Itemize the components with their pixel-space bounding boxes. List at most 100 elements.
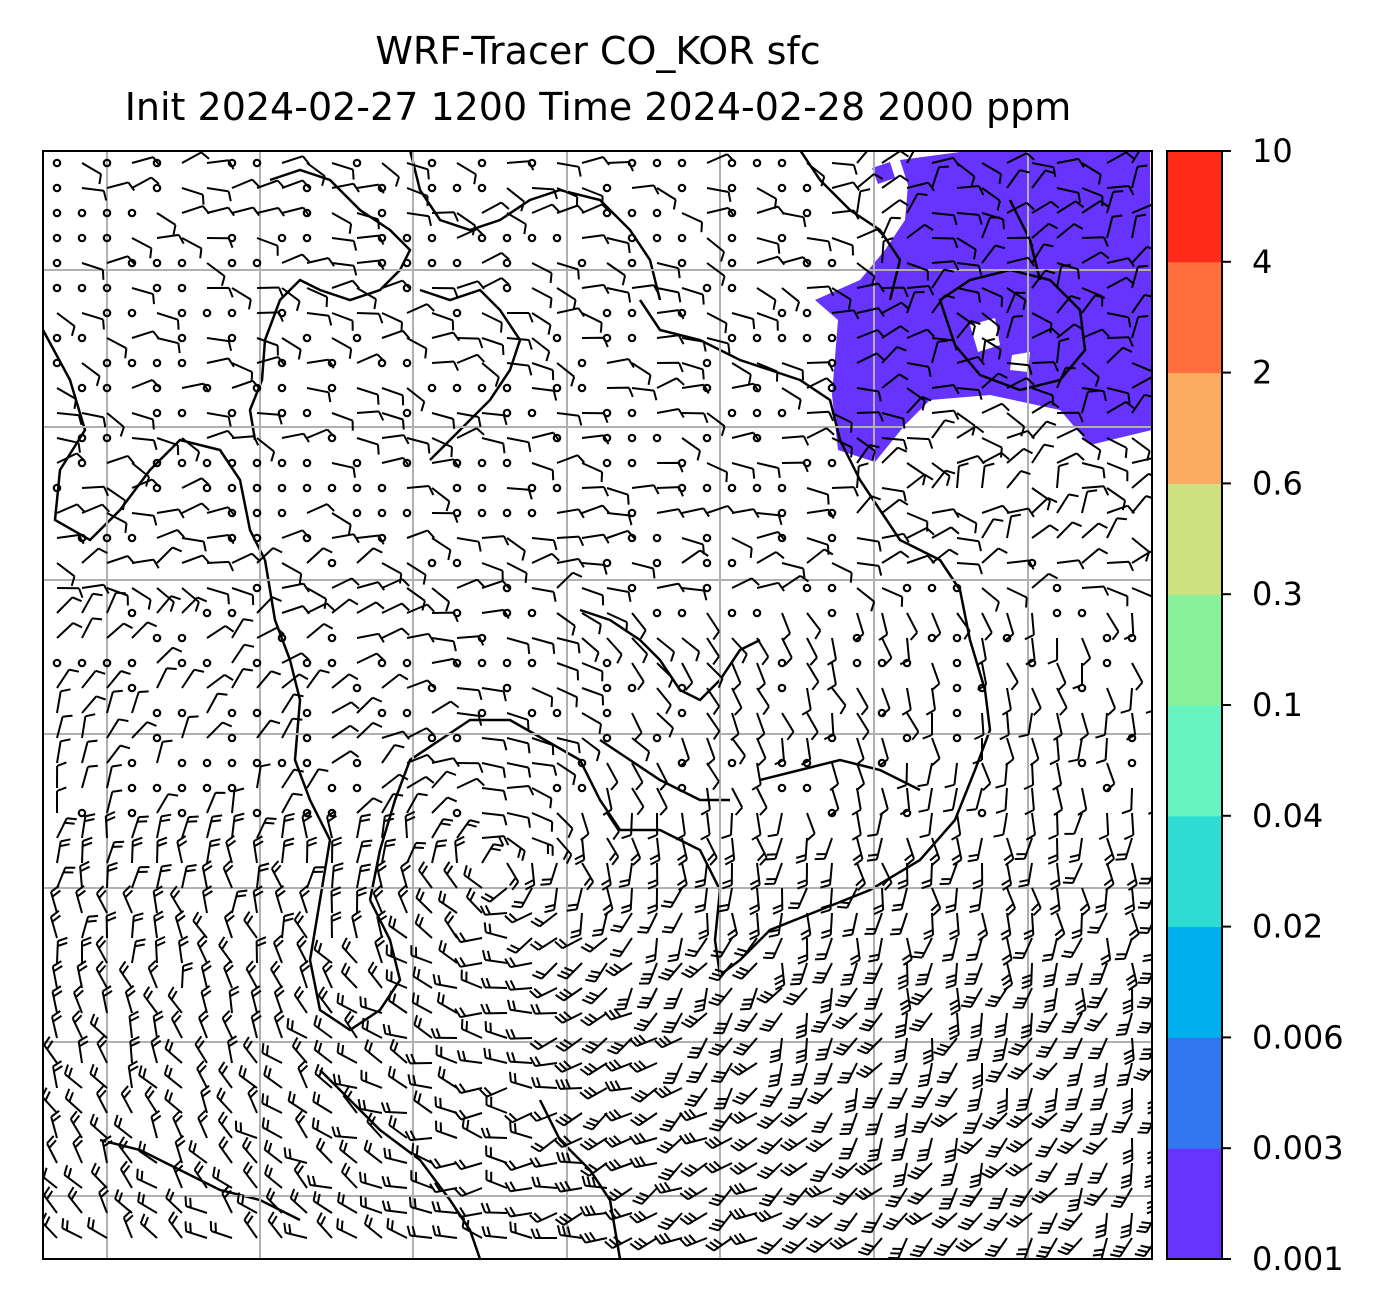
calm-circle xyxy=(752,333,762,343)
calm-circle xyxy=(277,408,287,418)
wind-barb xyxy=(400,860,411,889)
wind-barb xyxy=(1154,813,1162,840)
wind-barb xyxy=(1005,887,1017,916)
wind-barb xyxy=(484,1021,508,1039)
calm-circle xyxy=(502,658,512,668)
wind-barb xyxy=(1008,1037,1033,1056)
wind-barb xyxy=(906,612,919,641)
field-gap xyxy=(1010,352,1030,372)
wind-barb xyxy=(906,437,934,449)
wind-barb xyxy=(281,562,303,584)
wind-barb xyxy=(981,244,1006,264)
wind-barb xyxy=(662,1062,683,1085)
wind-barb xyxy=(131,621,158,639)
wind-barb xyxy=(581,612,602,635)
calm-circle xyxy=(552,483,562,493)
wind-barb xyxy=(603,1158,633,1172)
wind-barb xyxy=(480,887,508,903)
calm-circle xyxy=(827,458,837,468)
wind-barb xyxy=(281,717,303,739)
wind-barb xyxy=(524,862,536,891)
wind-barb xyxy=(301,810,313,839)
wind-barb xyxy=(831,309,860,320)
calm-circle xyxy=(727,183,737,193)
wind-barb xyxy=(181,961,193,989)
wind-barb xyxy=(231,435,260,446)
wind-barb xyxy=(1052,712,1063,741)
wind-barb xyxy=(531,337,551,362)
wind-barb xyxy=(972,862,984,890)
wind-barb xyxy=(706,712,721,740)
calm-circle xyxy=(127,258,137,268)
wind-barb xyxy=(216,1087,233,1114)
wind-barb xyxy=(1035,1037,1058,1058)
wind-barb xyxy=(1009,1187,1033,1208)
calm-circle xyxy=(677,158,687,168)
calm-circle xyxy=(627,583,637,593)
wind-barb xyxy=(406,529,435,539)
wind-barb xyxy=(106,181,136,192)
wind-barb xyxy=(313,1039,333,1064)
wind-barb xyxy=(681,412,709,424)
calm-circle xyxy=(877,708,887,718)
wind-barb xyxy=(223,910,235,939)
wind-barb xyxy=(168,1211,183,1239)
wind-barb xyxy=(331,598,359,614)
calm-circle xyxy=(352,158,362,168)
wind-barb xyxy=(206,262,226,287)
calm-circle xyxy=(802,458,812,468)
wind-barb xyxy=(438,940,458,964)
wind-barb xyxy=(481,362,500,387)
wind-barb xyxy=(800,912,812,941)
wind-barb xyxy=(591,912,608,937)
wind-barb xyxy=(1106,346,1133,364)
calm-circle xyxy=(352,758,362,768)
wind-barb xyxy=(381,1200,408,1214)
wind-barb xyxy=(46,1135,58,1164)
wind-barb xyxy=(411,1143,433,1164)
wind-barb xyxy=(555,987,583,1002)
wind-barb xyxy=(1122,987,1134,1015)
wind-barb xyxy=(506,337,533,350)
wind-barb xyxy=(363,1139,383,1164)
wind-barb xyxy=(317,986,333,1014)
wind-barb xyxy=(788,887,808,910)
wind-barb xyxy=(1056,366,1076,389)
calm-circle xyxy=(302,183,312,193)
calm-circle xyxy=(527,658,537,668)
wind-barb xyxy=(356,387,380,405)
calm-circle xyxy=(452,608,462,618)
wind-barb xyxy=(506,762,532,778)
calm-circle xyxy=(452,808,462,818)
wind-barb xyxy=(1049,887,1061,916)
wind-barb xyxy=(931,737,941,766)
wind-barb xyxy=(1131,213,1147,239)
wind-barb xyxy=(201,860,213,889)
calm-circle xyxy=(427,258,437,268)
wind-barb xyxy=(531,687,554,708)
wind-barb xyxy=(992,1037,1008,1063)
calm-circle xyxy=(227,258,237,268)
wind-barb xyxy=(531,187,558,200)
wind-barb xyxy=(531,262,553,284)
wind-barb xyxy=(1120,1162,1133,1189)
calm-circle xyxy=(527,233,537,243)
wind-barb xyxy=(1031,200,1060,214)
wind-barb xyxy=(1056,662,1067,691)
wind-barb xyxy=(994,1012,1008,1039)
wind-barb xyxy=(376,910,388,939)
wind-barb xyxy=(1110,1187,1133,1208)
wind-barb xyxy=(1035,1137,1058,1158)
wind-barb xyxy=(629,1132,658,1146)
wind-barb xyxy=(931,268,955,289)
wind-barb xyxy=(581,533,610,544)
wind-barb xyxy=(1031,243,1054,264)
wind-barb xyxy=(481,312,503,333)
wind-barb xyxy=(106,622,133,639)
wind-barb xyxy=(406,1225,433,1239)
calm-circle xyxy=(302,408,312,418)
wind-barb xyxy=(555,1078,583,1090)
calm-circle xyxy=(302,808,312,818)
wind-barb xyxy=(831,687,847,715)
wind-barb xyxy=(228,985,240,1014)
